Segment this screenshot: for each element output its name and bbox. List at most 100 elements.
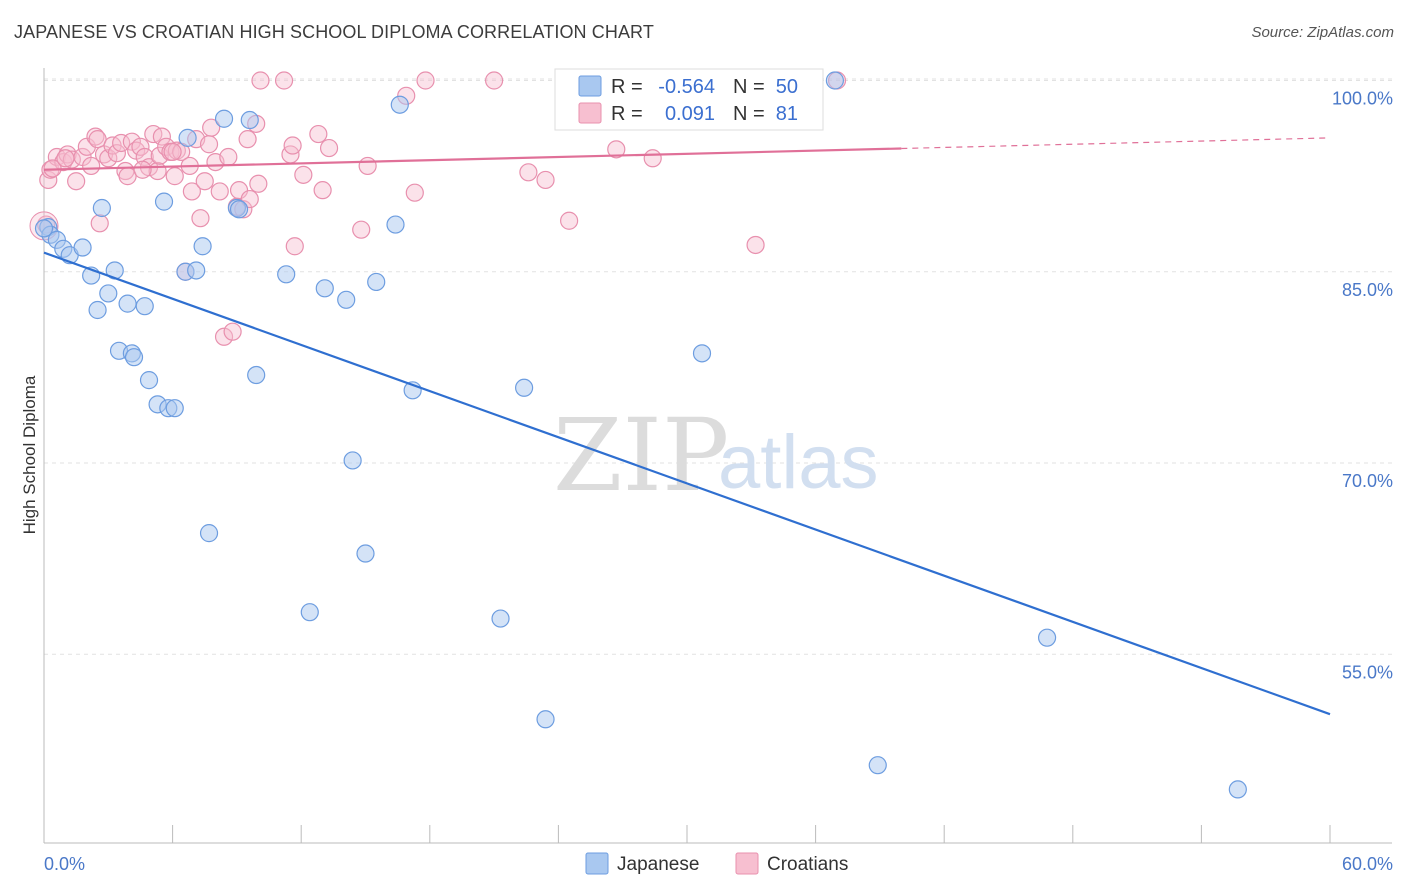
croatian-point-46: [219, 147, 238, 167]
legend-n-value-2: 81: [776, 103, 798, 125]
japanese-point-48: [1228, 780, 1247, 799]
japanese-point-24: [193, 237, 212, 256]
croatian-point-73: [607, 140, 626, 159]
japanese-point-32: [300, 603, 319, 622]
japanese-point-35: [343, 451, 362, 470]
croatian-point-11: [86, 127, 105, 146]
japanese-point-46: [868, 756, 887, 775]
trend-lines: [43, 137, 1331, 716]
croatian-point-75: [746, 235, 765, 255]
japanese-point-25: [199, 524, 219, 543]
croatian-point-17: [107, 144, 126, 163]
japanese-point-49: [34, 219, 54, 238]
japanese-point-37: [367, 272, 386, 292]
japanese-point-16: [139, 371, 159, 390]
croatian-point-41: [199, 135, 219, 154]
chart-title: JAPANESE VS CROATIAN HIGH SCHOOL DIPLOMA…: [14, 22, 654, 42]
croatian-point-29: [152, 127, 171, 146]
croatian-point-47: [223, 322, 242, 341]
croatian-point-63: [319, 138, 339, 158]
croatian-point-10: [82, 156, 101, 176]
japanese-point-45: [825, 71, 844, 90]
y-tick-label-1: 85.0%: [1342, 280, 1393, 300]
japanese-point-34: [337, 290, 356, 309]
bottom-legend-croatians: Croatians: [767, 854, 848, 875]
croatian-point-39: [191, 209, 210, 228]
croatian-point-78: [56, 149, 75, 168]
legend-r-label-1: R =: [611, 76, 643, 98]
japanese-points: [34, 71, 1247, 799]
japanese-point-38: [386, 215, 405, 234]
croatian-point-65: [358, 156, 377, 176]
croatian-point-23: [131, 137, 150, 156]
croatian-point-69: [485, 71, 504, 90]
watermark: ZIP atlas: [553, 397, 879, 514]
legend-n-label-2: N =: [733, 103, 765, 125]
croatian-point-44: [210, 182, 229, 201]
legend-r-value-2: 0.091: [665, 103, 715, 125]
japanese-point-36: [356, 544, 375, 563]
legend-swatch-croatians: [578, 102, 602, 124]
legend-n-value-1: 50: [776, 76, 798, 98]
japanese-point-41: [491, 609, 510, 628]
croatian-point-71: [536, 170, 555, 190]
bottom-legend-swatch-japanese: [585, 852, 609, 875]
japanese-point-33: [315, 279, 334, 298]
y-axis-label: High School Diploma: [20, 375, 39, 534]
croatian-point-58: [283, 136, 302, 155]
y-tick-labels: 100.0% 85.0% 70.0% 55.0%: [1332, 89, 1393, 683]
japanese-trend-line: [43, 251, 1331, 716]
croatian-point-40: [195, 172, 214, 191]
japanese-point-42: [515, 378, 534, 397]
japanese-point-18: [154, 192, 174, 211]
croatian-point-64: [352, 220, 371, 239]
japanese-point-7: [88, 300, 107, 320]
croatian-point-55: [251, 71, 270, 90]
croatian-point-21: [122, 132, 141, 151]
bottom-legend-swatch-croatians: [735, 852, 759, 875]
croatian-point-27: [148, 161, 167, 181]
x-tick-label-min: 0.0%: [44, 854, 85, 874]
watermark-atlas: atlas: [718, 420, 879, 505]
croatian-point-37: [182, 182, 201, 201]
japanese-point-30: [247, 365, 266, 385]
legend-swatch-japanese: [578, 75, 602, 97]
japanese-point-44: [692, 344, 712, 363]
japanese-point-15: [135, 297, 154, 316]
stats-legend: R = -0.564 N = 50 R = 0.091 N = 81: [554, 68, 824, 131]
japanese-point-43: [536, 710, 555, 729]
japanese-point-12: [118, 294, 137, 313]
japanese-point-8: [92, 198, 111, 218]
croatian-point-42: [202, 118, 221, 137]
watermark-zip: ZIP: [553, 397, 729, 514]
croatian-point-72: [560, 211, 579, 230]
japanese-point-23: [187, 261, 206, 280]
legend-r-value-1: -0.564: [658, 76, 715, 98]
croatian-point-7: [67, 172, 86, 191]
x-tick-labels: 0.0% 60.0%: [44, 854, 1393, 874]
croatian-point-51: [238, 130, 257, 149]
japanese-point-47: [1037, 628, 1057, 647]
croatian-point-32: [165, 167, 184, 186]
croatian-point-80: [163, 142, 182, 161]
croatian-point-60: [294, 165, 313, 184]
japanese-point-5: [73, 238, 92, 257]
croatian-point-54: [249, 174, 268, 193]
japanese-point-22: [178, 128, 197, 147]
croatian-point-59: [285, 237, 304, 256]
legend-r-label-2: R =: [611, 103, 643, 125]
y-tick-label-3: 55.0%: [1342, 662, 1393, 682]
axes: [43, 68, 1392, 844]
japanese-point-28: [229, 200, 249, 219]
series-legend: Japanese Croatians: [585, 852, 848, 875]
japanese-point-39: [390, 95, 409, 114]
japanese-point-31: [277, 265, 296, 284]
japanese-point-20: [165, 399, 184, 418]
croatian-point-62: [313, 181, 332, 200]
y-tick-label-0: 100.0%: [1332, 89, 1393, 109]
croatian-point-12: [88, 130, 107, 149]
croatian-point-68: [416, 71, 435, 90]
y-tick-label-2: 70.0%: [1342, 471, 1393, 491]
x-tick-label-max: 60.0%: [1342, 854, 1393, 874]
